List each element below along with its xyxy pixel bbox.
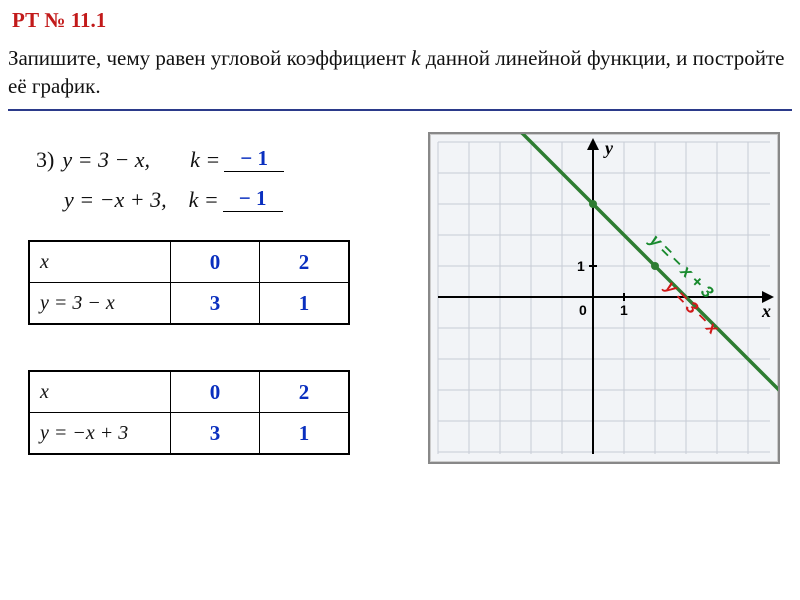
x-label: x	[29, 241, 171, 283]
k-value-1: − 1	[240, 146, 268, 170]
x0: 0	[171, 371, 260, 413]
plot-line-group	[481, 134, 778, 409]
exercise-number: 3)	[36, 147, 54, 173]
x1: 2	[260, 241, 350, 283]
y1: 1	[260, 283, 350, 325]
workbook-ref: РТ № 11.1	[12, 8, 106, 33]
svg-text:0: 0	[579, 302, 587, 318]
y-label: y = 3 − x	[29, 283, 171, 325]
svg-text:y: y	[603, 138, 614, 158]
svg-text:x: x	[761, 301, 771, 321]
k-label-1: k =	[190, 147, 220, 173]
exercise-prompt: Запишите, чему равен угловой коэффициент…	[8, 44, 792, 111]
x1: 2	[260, 371, 350, 413]
table-row: y = 3 − x 3 1	[29, 283, 349, 325]
equation-1: y = 3 − x,	[62, 147, 150, 173]
table-row: x 0 2	[29, 241, 349, 283]
y-label: y = −x + 3	[29, 413, 171, 455]
eq-row-2: y = −x + 3, k = − 1	[36, 180, 284, 220]
k-blank-2: − 1	[223, 185, 283, 212]
x0: 0	[171, 241, 260, 283]
y0: 3	[171, 283, 260, 325]
y0: 3	[171, 413, 260, 455]
table-row: x 0 2	[29, 371, 349, 413]
y1: 1	[260, 413, 350, 455]
value-table-1: x 0 2 y = 3 − x 3 1	[28, 240, 350, 325]
x-label: x	[29, 371, 171, 413]
k-label-2: k =	[189, 187, 219, 213]
k-value-2: − 1	[239, 186, 267, 210]
eq-row-1: 3) y = 3 − x, k = − 1	[36, 140, 284, 180]
prompt-part-1: Запишите, чему равен угловой коэффициент	[8, 46, 411, 70]
svg-text:1: 1	[577, 258, 585, 274]
svg-text:1: 1	[620, 302, 628, 318]
coordinate-plane: y x 0 1 1 y = − x + 3y = 3 − x	[430, 134, 778, 462]
equations-block: 3) y = 3 − x, k = − 1 y = −x + 3, k = − …	[36, 140, 284, 220]
graph-panel: y x 0 1 1 y = − x + 3y = 3 − x	[428, 132, 780, 464]
value-table-2: x 0 2 y = −x + 3 3 1	[28, 370, 350, 455]
k-blank-1: − 1	[224, 145, 284, 172]
axes	[438, 138, 774, 454]
line-labels: y = − x + 3y = 3 − x	[645, 230, 723, 339]
table-row: y = −x + 3 3 1	[29, 413, 349, 455]
equation-2: y = −x + 3,	[64, 187, 167, 213]
